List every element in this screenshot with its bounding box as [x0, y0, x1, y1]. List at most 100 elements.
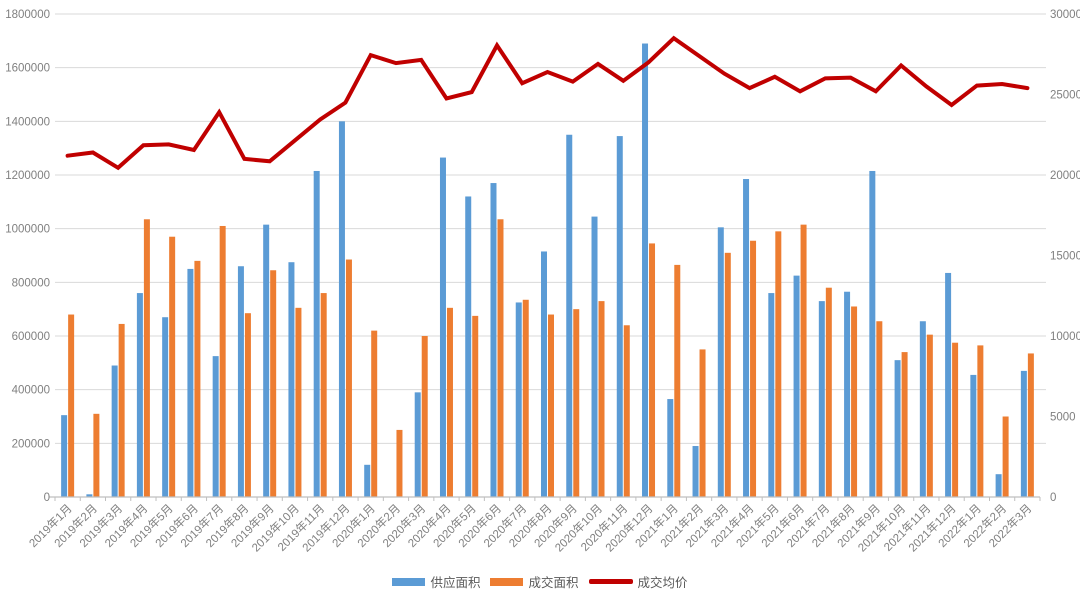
supply-bar [313, 170, 320, 497]
supply-bar [591, 216, 598, 497]
supply-bar [237, 266, 244, 497]
deal-bar [952, 342, 959, 497]
left-axis-tick-label: 600000 [12, 331, 50, 343]
deal-bar [270, 270, 277, 497]
deal-bar [674, 264, 681, 497]
deal-bar [396, 429, 403, 497]
deal-bar [345, 259, 352, 497]
left-axis-tick-label: 1400000 [5, 116, 50, 128]
supply-series-swatch-icon [392, 577, 426, 586]
left-axis-tick-label: 200000 [12, 438, 50, 450]
supply-bar [844, 291, 851, 497]
supply-bar [162, 317, 169, 497]
combo-chart: 0200000400000600000800000100000012000001… [5, 9, 1080, 555]
supply-bar [818, 301, 825, 497]
right-axis-tick-label: 10000 [1050, 331, 1080, 343]
deal-bar [724, 252, 731, 497]
left-axis-tick-label: 1200000 [5, 170, 50, 182]
supply-bar [212, 356, 219, 497]
supply-bar [717, 227, 724, 497]
right-axis-labels: 0 5000 10000 15000 20000 25000 30000 [1050, 9, 1080, 504]
x-axis [49, 496, 1041, 501]
supply-bar [515, 302, 522, 497]
supply-bar [945, 272, 952, 497]
deal-bar [876, 321, 883, 497]
right-axis-tick-label: 15000 [1050, 251, 1080, 263]
deal-bar [800, 224, 807, 497]
legend-item-deal: 成交面积 [490, 572, 579, 591]
supply-bar [187, 268, 194, 497]
deal-bar [244, 313, 251, 497]
left-axis-tick-label: 400000 [12, 385, 50, 397]
supply-bar [743, 179, 750, 497]
right-axis-tick-label: 30000 [1050, 9, 1080, 21]
supply-bar [667, 399, 674, 497]
chart-legend: 供应面积 成交面积 成交均价 [0, 572, 1080, 591]
legend-item-supply: 供应面积 [392, 572, 480, 591]
deal-bar [295, 307, 302, 497]
supply-bar [86, 494, 93, 497]
deal-bars [68, 219, 1034, 497]
supply-bar [768, 293, 775, 497]
deal-series-swatch-icon [490, 577, 524, 586]
left-axis-tick-label: 0 [44, 492, 50, 504]
deal-bar [901, 352, 908, 497]
deal-bar [825, 287, 832, 497]
x-axis-labels: 2019年1月2019年2月2019年3月2019年4月2019年5月2019年… [26, 501, 1035, 554]
deal-bar [649, 243, 656, 497]
deal-bar [93, 413, 100, 497]
supply-bar [136, 293, 143, 497]
supply-bar [642, 43, 649, 498]
deal-bar [699, 349, 706, 497]
deal-bar [548, 314, 554, 497]
deal-bar [118, 323, 125, 497]
deal-bar [851, 306, 858, 497]
deal-bar [371, 330, 378, 497]
legend-label-deal: 成交面积 [528, 576, 579, 590]
deal-bar [926, 334, 933, 497]
deal-bar [320, 293, 327, 497]
deal-bar [497, 219, 504, 497]
deal-bar [775, 231, 782, 497]
deal-bar [169, 236, 176, 497]
supply-bar [793, 275, 800, 497]
supply-bars [61, 43, 1027, 498]
deal-bar [977, 345, 984, 497]
supply-bar [970, 374, 977, 497]
right-axis-tick-label: 20000 [1050, 170, 1080, 182]
deal-bar [219, 225, 226, 497]
supply-bar [414, 392, 421, 497]
price-series-line-swatch-icon [588, 579, 633, 584]
deal-bar [68, 314, 75, 497]
supply-bar [894, 360, 901, 497]
left-axis-tick-label: 1000000 [5, 224, 50, 236]
supply-bar [364, 464, 371, 497]
deal-bar [472, 315, 479, 497]
deal-bar [143, 219, 150, 497]
supply-bar [869, 170, 876, 497]
supply-bar [692, 446, 699, 497]
supply-bar [919, 321, 926, 497]
supply-bar [338, 121, 345, 497]
supply-bar [566, 134, 573, 497]
supply-bar [263, 224, 270, 497]
deal-bar [1027, 353, 1034, 497]
supply-bar [490, 183, 497, 498]
deal-bar [194, 260, 201, 497]
deal-bar [446, 307, 453, 497]
supply-bar [541, 251, 547, 497]
legend-item-price: 成交均价 [588, 572, 688, 591]
deal-bar [522, 299, 529, 497]
left-axis-labels: 0 200000 400000 600000 800000 1000000 1200000 1… [5, 9, 50, 504]
supply-bar [439, 157, 446, 497]
right-axis-tick-label: 5000 [1050, 412, 1076, 424]
right-axis-tick-label: 25000 [1050, 90, 1080, 102]
plot-area: 0 200000 400000 600000 800000 1000000 1200000 1… [5, 9, 1080, 555]
supply-bar [465, 196, 472, 497]
deal-bar [598, 301, 605, 497]
deal-bar [623, 325, 630, 497]
price-line [65, 35, 1030, 171]
supply-bar [288, 262, 295, 497]
supply-bar [111, 365, 118, 497]
